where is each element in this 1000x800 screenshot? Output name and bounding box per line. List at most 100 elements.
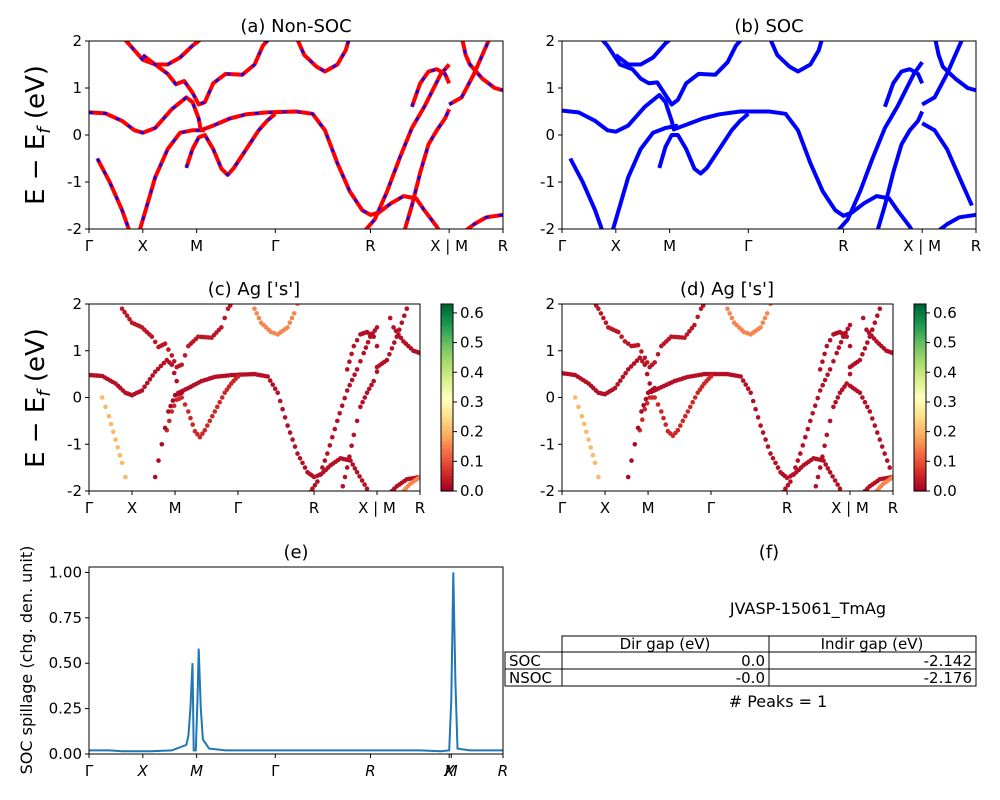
band-point <box>881 297 886 302</box>
colorbar-segment <box>914 372 926 377</box>
band-point <box>790 472 796 477</box>
band-point <box>652 395 657 400</box>
panel-e-axes: 0.000.250.500.751.00Γ X M Γ R XM R <box>49 563 509 780</box>
colorbar-segment <box>441 403 453 408</box>
band-point <box>837 486 843 491</box>
colorbar-segment <box>914 388 926 392</box>
colorbar-tick-label: 0.2 <box>933 423 957 441</box>
colorbar-segment <box>441 475 453 480</box>
x-tick-label: R <box>415 499 425 517</box>
colorbar-segment <box>441 332 453 336</box>
band-point <box>817 388 823 393</box>
band-point <box>364 390 370 396</box>
band-point <box>625 367 631 372</box>
band-point <box>632 442 638 447</box>
band-point <box>590 452 596 458</box>
band-point <box>729 315 735 321</box>
band-point <box>149 334 155 340</box>
band-point <box>188 415 193 421</box>
band-point <box>295 451 300 456</box>
colorbar-segment <box>914 419 926 424</box>
band-point <box>108 421 114 427</box>
band-point <box>663 422 668 427</box>
colorbar-segment <box>441 375 453 380</box>
colorbar-segment <box>914 325 926 330</box>
y-tick-label: 1.00 <box>49 563 82 581</box>
y-tick-label: 0 <box>545 389 555 407</box>
band-point <box>205 423 210 428</box>
band-point <box>692 322 697 328</box>
x-tick-label: X <box>127 499 137 517</box>
colorbar-segment <box>441 441 453 445</box>
colorbar-segment <box>914 378 926 383</box>
x-tick-label: Γ <box>558 499 567 517</box>
panel-e-title: (e) <box>283 542 308 563</box>
band-point <box>655 352 661 357</box>
panel-d-title: (d) Ag ['s'] <box>680 279 774 300</box>
band-line-blue <box>610 123 679 229</box>
band-point <box>168 403 173 409</box>
band-point <box>344 465 350 470</box>
band-point <box>865 404 870 410</box>
band-point <box>822 351 827 357</box>
band-point <box>295 304 300 307</box>
energy-label-sub: f <box>34 125 55 134</box>
band-point <box>155 366 161 372</box>
band-point <box>371 334 377 340</box>
band-point <box>833 399 838 405</box>
table-cell-dir: 0.0 <box>741 652 765 670</box>
band-point <box>344 388 350 393</box>
band-point <box>368 493 373 498</box>
band-point <box>831 359 836 364</box>
colorbar-segment <box>914 406 926 411</box>
y-tick-label: 2 <box>545 295 555 313</box>
x-tick-label: X <box>611 237 621 255</box>
band-point <box>860 395 865 400</box>
band-point <box>200 431 205 437</box>
band-point <box>857 390 863 396</box>
x-tick-label: R <box>365 762 375 780</box>
band-point <box>634 358 640 364</box>
band-point <box>179 362 184 368</box>
band-line-red <box>295 41 351 74</box>
band-point <box>310 486 315 491</box>
band-point <box>708 374 714 379</box>
band-point <box>765 444 771 449</box>
band-point <box>877 306 883 312</box>
band-point <box>167 418 172 424</box>
band-point <box>282 415 288 420</box>
band-point <box>171 370 177 376</box>
band-line-red <box>410 67 452 108</box>
band-point <box>590 297 595 302</box>
x-tick-label: X | M <box>831 499 869 517</box>
band-point <box>598 311 604 316</box>
band-point <box>753 406 758 412</box>
band-point <box>887 465 892 470</box>
band-point <box>778 493 783 498</box>
band-point <box>202 427 208 433</box>
colorbar-segment <box>914 475 926 480</box>
band-line-blue-dash <box>138 129 205 229</box>
x-tick-label: X | M <box>430 237 468 255</box>
colorbar-segment <box>441 453 453 458</box>
band-line-blue <box>921 41 964 107</box>
colorbar-segment <box>914 484 926 489</box>
band-point <box>725 306 730 312</box>
band-point <box>357 474 362 479</box>
band-point <box>358 359 363 364</box>
band-point <box>384 357 390 363</box>
band-point <box>689 325 695 331</box>
band-point <box>884 458 890 463</box>
band-point <box>659 409 664 414</box>
band-point <box>827 418 833 424</box>
energy-label-sub: f <box>34 388 55 397</box>
band-point <box>616 329 621 335</box>
y-tick-label: 1 <box>72 79 82 97</box>
band-point <box>635 425 641 431</box>
panel-b-title: (b) SOC <box>734 16 803 37</box>
x-tick-label: Γ <box>85 499 94 517</box>
colorbar-tick-label: 0.3 <box>460 393 484 411</box>
colorbar-segment <box>441 466 453 470</box>
